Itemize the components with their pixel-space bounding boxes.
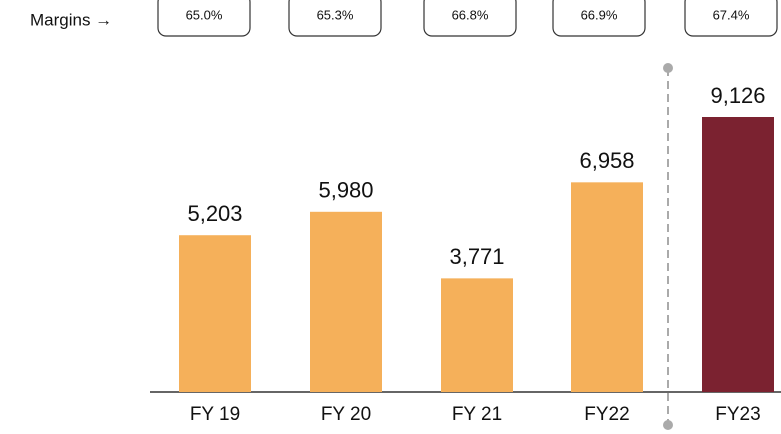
divider-dot bbox=[663, 420, 673, 430]
value-label: 6,958 bbox=[579, 148, 634, 173]
x-tick-label: FY23 bbox=[715, 404, 760, 425]
value-label: 5,980 bbox=[318, 178, 373, 203]
value-label: 5,203 bbox=[187, 201, 242, 226]
margin-value: 65.0% bbox=[186, 7, 223, 22]
x-tick-label: FY 20 bbox=[321, 404, 371, 425]
x-tick-label: FY22 bbox=[584, 404, 629, 425]
divider-dot bbox=[663, 63, 673, 73]
value-label: 3,771 bbox=[449, 244, 504, 269]
margins-label: Margins → bbox=[30, 10, 112, 29]
chart: Margins → 5,203 FY 19 5,980 FY 20 3,771 FY 21… bbox=[0, 0, 781, 434]
x-tick-label: FY 19 bbox=[190, 404, 240, 425]
value-label: 9,126 bbox=[710, 83, 765, 108]
bar bbox=[702, 117, 774, 392]
margin-value: 66.8% bbox=[452, 7, 489, 22]
bar bbox=[441, 278, 513, 392]
x-tick-label: FY 21 bbox=[452, 404, 502, 425]
margin-value: 65.3% bbox=[317, 7, 354, 22]
margin-value: 66.9% bbox=[581, 7, 618, 22]
bar bbox=[310, 212, 382, 392]
bar bbox=[571, 182, 643, 392]
margin-value: 67.4% bbox=[713, 7, 750, 22]
bar bbox=[179, 235, 251, 392]
